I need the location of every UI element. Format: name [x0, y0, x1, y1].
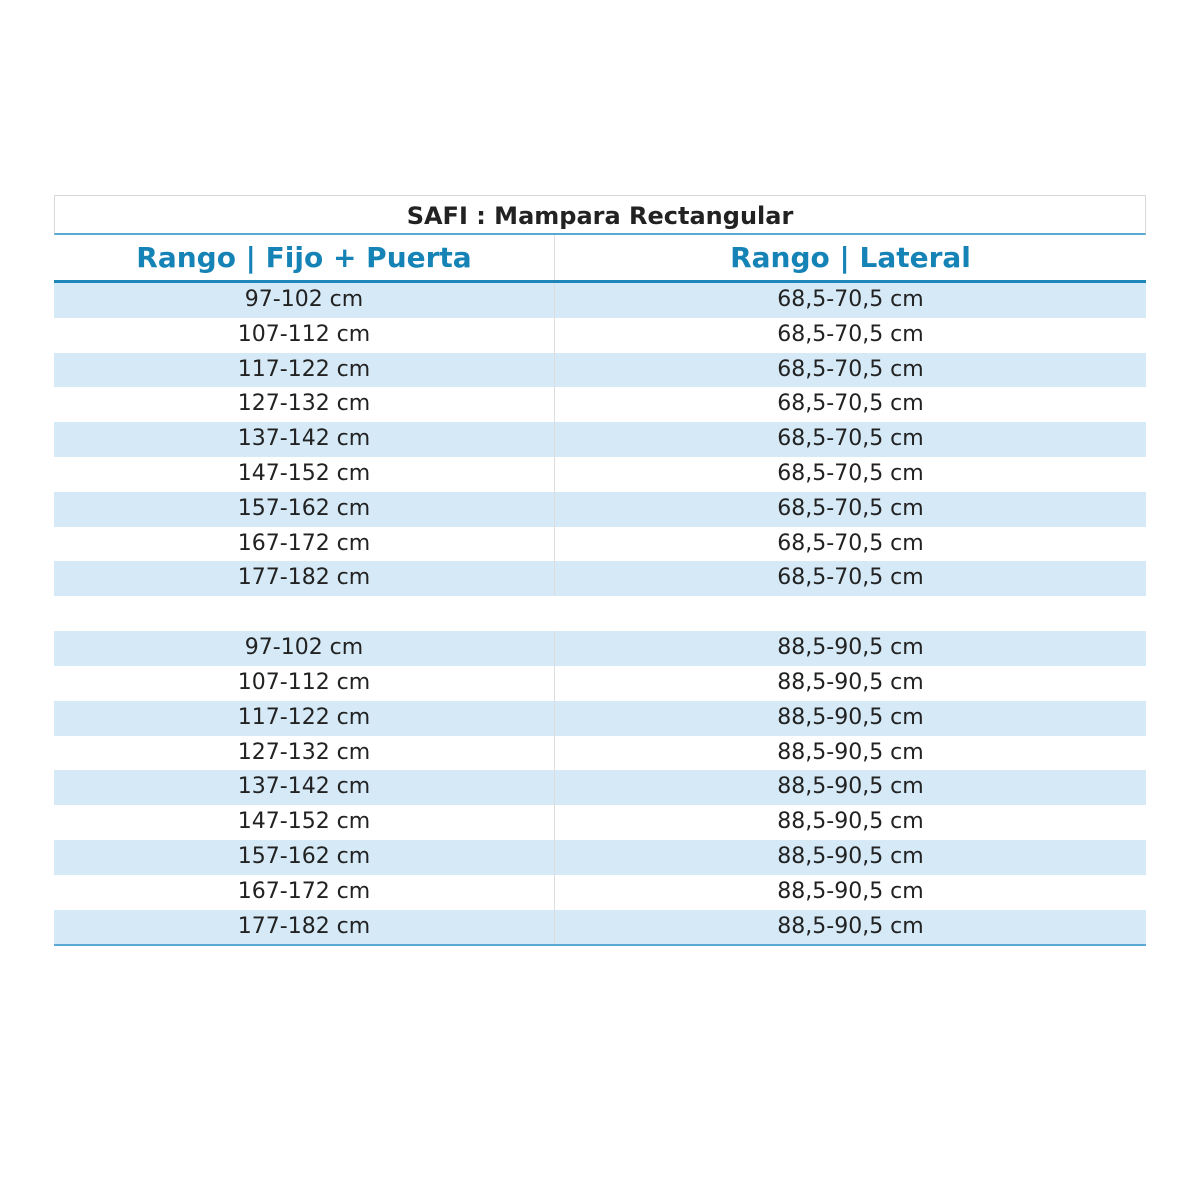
table-row: 117-122 cm 68,5-70,5 cm: [54, 352, 1146, 388]
cell-fijo-puerta: 107-112 cm: [54, 317, 555, 353]
cell-lateral: 88,5-90,5 cm: [777, 669, 924, 695]
cell-fijo-puerta: 127-132 cm: [54, 735, 555, 771]
table-row: 177-182 cm 68,5-70,5 cm: [54, 561, 1146, 597]
table-row: 137-142 cm 68,5-70,5 cm: [54, 422, 1146, 457]
group-spacer: [54, 596, 1146, 631]
cell-fijo-puerta: 117-122 cm: [54, 352, 555, 388]
cell-fijo-puerta: 177-182 cm: [54, 561, 555, 597]
table-row: 97-102 cm 88,5-90,5 cm: [54, 631, 1146, 666]
cell-fijo-puerta: 97-102 cm: [54, 283, 555, 318]
header-lateral: Rango | Lateral: [730, 241, 971, 274]
cell-fijo-puerta: 137-142 cm: [54, 422, 555, 457]
cell-lateral: 68,5-70,5 cm: [777, 530, 924, 556]
table-header: Rango | Fijo + Puerta Rango | Lateral: [54, 235, 1146, 283]
cell-lateral: 88,5-90,5 cm: [777, 878, 924, 904]
table-row: 117-122 cm 88,5-90,5 cm: [54, 700, 1146, 736]
cell-fijo-puerta: 117-122 cm: [54, 700, 555, 736]
cell-lateral: 68,5-70,5 cm: [777, 495, 924, 521]
cell-lateral: 88,5-90,5 cm: [777, 704, 924, 730]
cell-fijo-puerta: 167-172 cm: [54, 874, 555, 910]
cell-lateral: 88,5-90,5 cm: [777, 774, 924, 800]
cell-lateral: 88,5-90,5 cm: [777, 739, 924, 765]
table-row: 147-152 cm 88,5-90,5 cm: [54, 805, 1146, 840]
cell-lateral: 88,5-90,5 cm: [777, 913, 924, 939]
table-row: 97-102 cm 68,5-70,5 cm: [54, 283, 1146, 318]
cell-fijo-puerta: 177-182 cm: [54, 909, 555, 945]
cell-fijo-puerta: 137-142 cm: [54, 770, 555, 806]
cell-fijo-puerta: 107-112 cm: [54, 665, 555, 701]
table-row: 107-112 cm 88,5-90,5 cm: [54, 665, 1146, 701]
cell-fijo-puerta: 147-152 cm: [54, 456, 555, 492]
table-title: SAFI : Mampara Rectangular: [54, 195, 1146, 235]
cell-lateral: 68,5-70,5 cm: [777, 565, 924, 591]
cell-fijo-puerta: 167-172 cm: [54, 526, 555, 562]
cell-lateral: 88,5-90,5 cm: [777, 843, 924, 869]
cell-lateral: 88,5-90,5 cm: [777, 635, 924, 661]
table-row: 137-142 cm 88,5-90,5 cm: [54, 770, 1146, 806]
table-row: 107-112 cm 68,5-70,5 cm: [54, 317, 1146, 353]
cell-lateral: 68,5-70,5 cm: [777, 356, 924, 382]
cell-fijo-puerta: 157-162 cm: [54, 839, 555, 875]
table-row: 157-162 cm 68,5-70,5 cm: [54, 491, 1146, 527]
cell-lateral: 68,5-70,5 cm: [777, 460, 924, 486]
cell-lateral: 68,5-70,5 cm: [777, 426, 924, 452]
cell-lateral: 68,5-70,5 cm: [777, 321, 924, 347]
cell-lateral: 68,5-70,5 cm: [777, 391, 924, 417]
cell-fijo-puerta: 147-152 cm: [54, 805, 555, 840]
table-row: 157-162 cm 88,5-90,5 cm: [54, 839, 1146, 875]
table-row: 177-182 cm 88,5-90,5 cm: [54, 909, 1146, 947]
cell-fijo-puerta: 127-132 cm: [54, 387, 555, 423]
size-table: SAFI : Mampara Rectangular Rango | Fijo …: [54, 195, 1146, 947]
table-row: 167-172 cm 68,5-70,5 cm: [54, 526, 1146, 562]
header-fijo-puerta: Rango | Fijo + Puerta: [54, 235, 555, 280]
table-row: 127-132 cm 88,5-90,5 cm: [54, 735, 1146, 771]
cell-fijo-puerta: 157-162 cm: [54, 491, 555, 527]
cell-fijo-puerta: 97-102 cm: [54, 631, 555, 666]
table-row: 167-172 cm 88,5-90,5 cm: [54, 874, 1146, 910]
table-row: 147-152 cm 68,5-70,5 cm: [54, 456, 1146, 492]
cell-lateral: 88,5-90,5 cm: [777, 809, 924, 835]
cell-lateral: 68,5-70,5 cm: [777, 287, 924, 312]
table-row: 127-132 cm 68,5-70,5 cm: [54, 387, 1146, 423]
